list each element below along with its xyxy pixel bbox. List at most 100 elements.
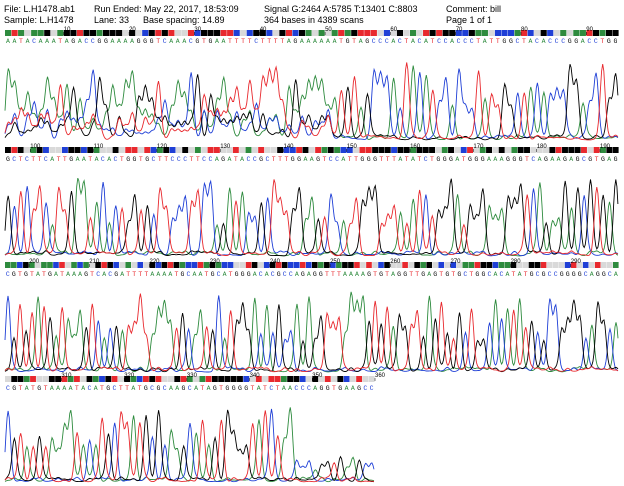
base-call: C xyxy=(294,385,298,392)
base-call: G xyxy=(150,38,154,45)
quality-cell xyxy=(70,30,77,36)
quality-cell xyxy=(207,147,214,153)
quality-cell xyxy=(179,262,186,268)
lane-label: Lane: 33 xyxy=(94,15,130,25)
quality-cell xyxy=(318,262,324,268)
quality-cell xyxy=(564,262,571,268)
quality-cell xyxy=(340,147,347,153)
tick-label: 140 xyxy=(284,144,295,150)
quality-cell xyxy=(161,262,168,268)
base-call: T xyxy=(379,156,383,163)
base-call: T xyxy=(274,38,278,45)
base-call: C xyxy=(329,156,333,163)
base-call: C xyxy=(6,271,10,278)
quality-cell xyxy=(606,262,613,268)
base-call: A xyxy=(82,156,86,163)
base-call: A xyxy=(193,271,197,278)
base-call: G xyxy=(12,385,16,392)
quality-cell xyxy=(390,30,397,36)
quality-cell xyxy=(360,262,366,268)
tick-label: 60 xyxy=(390,27,397,33)
quality-cell xyxy=(480,262,487,268)
base-call: G xyxy=(367,271,371,278)
base-call: G xyxy=(213,385,217,392)
tick-label: 170 xyxy=(473,144,484,150)
base-call: T xyxy=(525,156,529,163)
base-call: A xyxy=(25,385,29,392)
quality-cell xyxy=(17,376,24,382)
quality-cell xyxy=(331,376,337,382)
quality-cell xyxy=(579,30,586,36)
base-call: G xyxy=(379,271,383,278)
base-call: T xyxy=(263,385,267,392)
base-call: A xyxy=(345,385,349,392)
quality-cell xyxy=(516,262,523,268)
base-call: A xyxy=(341,156,345,163)
quality-cell xyxy=(109,30,116,36)
base-call: T xyxy=(174,271,178,278)
quality-cell xyxy=(149,376,156,382)
quality-cell xyxy=(368,376,375,382)
quality-cell xyxy=(191,262,198,268)
base-call: G xyxy=(133,156,137,163)
quality-cell xyxy=(588,262,595,268)
quality-cell xyxy=(510,262,517,268)
base-call: C xyxy=(25,156,29,163)
quality-cell xyxy=(540,262,547,268)
quality-cell xyxy=(324,262,330,268)
base-call: G xyxy=(373,156,377,163)
base-call: T xyxy=(158,156,162,163)
quality-cell xyxy=(287,262,294,268)
base-call: A xyxy=(215,156,219,163)
quality-cell xyxy=(351,30,358,36)
base-call: A xyxy=(36,271,40,278)
quality-cell xyxy=(336,262,342,268)
quality-cell xyxy=(125,262,132,268)
base-call: A xyxy=(120,271,124,278)
base-call: G xyxy=(37,385,41,392)
base-call: T xyxy=(126,271,130,278)
quality-cell xyxy=(187,30,195,36)
base-call: C xyxy=(91,38,95,45)
base-call: T xyxy=(19,38,23,45)
quality-cell xyxy=(396,262,402,268)
base-call: C xyxy=(470,38,474,45)
quality-cell xyxy=(80,147,87,153)
base-call: G xyxy=(71,38,75,45)
quality-cell xyxy=(315,147,322,153)
quality-cell xyxy=(227,262,234,268)
quality-cell xyxy=(55,147,62,153)
base-call: G xyxy=(316,156,320,163)
base-call: A xyxy=(265,271,269,278)
quality-cell xyxy=(441,147,448,153)
quality-cell xyxy=(553,30,560,36)
quality-cell xyxy=(468,262,475,268)
quality-cell xyxy=(287,376,294,382)
quality-cell xyxy=(31,30,38,36)
base-call: T xyxy=(451,271,455,278)
base-call: G xyxy=(563,156,567,163)
base-call: A xyxy=(169,385,173,392)
base-call: A xyxy=(306,38,310,45)
base-call: A xyxy=(253,271,257,278)
base-call: T xyxy=(38,156,42,163)
base-call: A xyxy=(223,271,227,278)
base-call: A xyxy=(194,385,198,392)
base-call: T xyxy=(476,38,480,45)
quality-cell xyxy=(233,30,240,36)
base-call: G xyxy=(512,156,516,163)
base-call: A xyxy=(355,271,359,278)
base-call: A xyxy=(542,38,546,45)
tick-label: 330 xyxy=(187,373,198,379)
quality-cell xyxy=(142,376,149,382)
base-call: G xyxy=(566,271,570,278)
base-call: T xyxy=(58,38,62,45)
base-call: C xyxy=(253,156,257,163)
quality-cell xyxy=(125,147,132,153)
base-call: C xyxy=(32,38,36,45)
quality-cell xyxy=(169,147,176,153)
quality-cell xyxy=(218,376,225,382)
quality-cell xyxy=(44,30,51,36)
base-call: T xyxy=(139,156,143,163)
quality-cell xyxy=(111,376,118,382)
